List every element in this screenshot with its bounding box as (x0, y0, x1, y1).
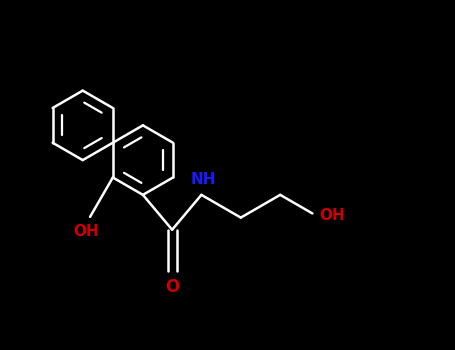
Text: NH: NH (190, 172, 216, 187)
Text: OH: OH (73, 224, 99, 238)
Text: O: O (165, 278, 179, 296)
Text: OH: OH (319, 208, 345, 223)
